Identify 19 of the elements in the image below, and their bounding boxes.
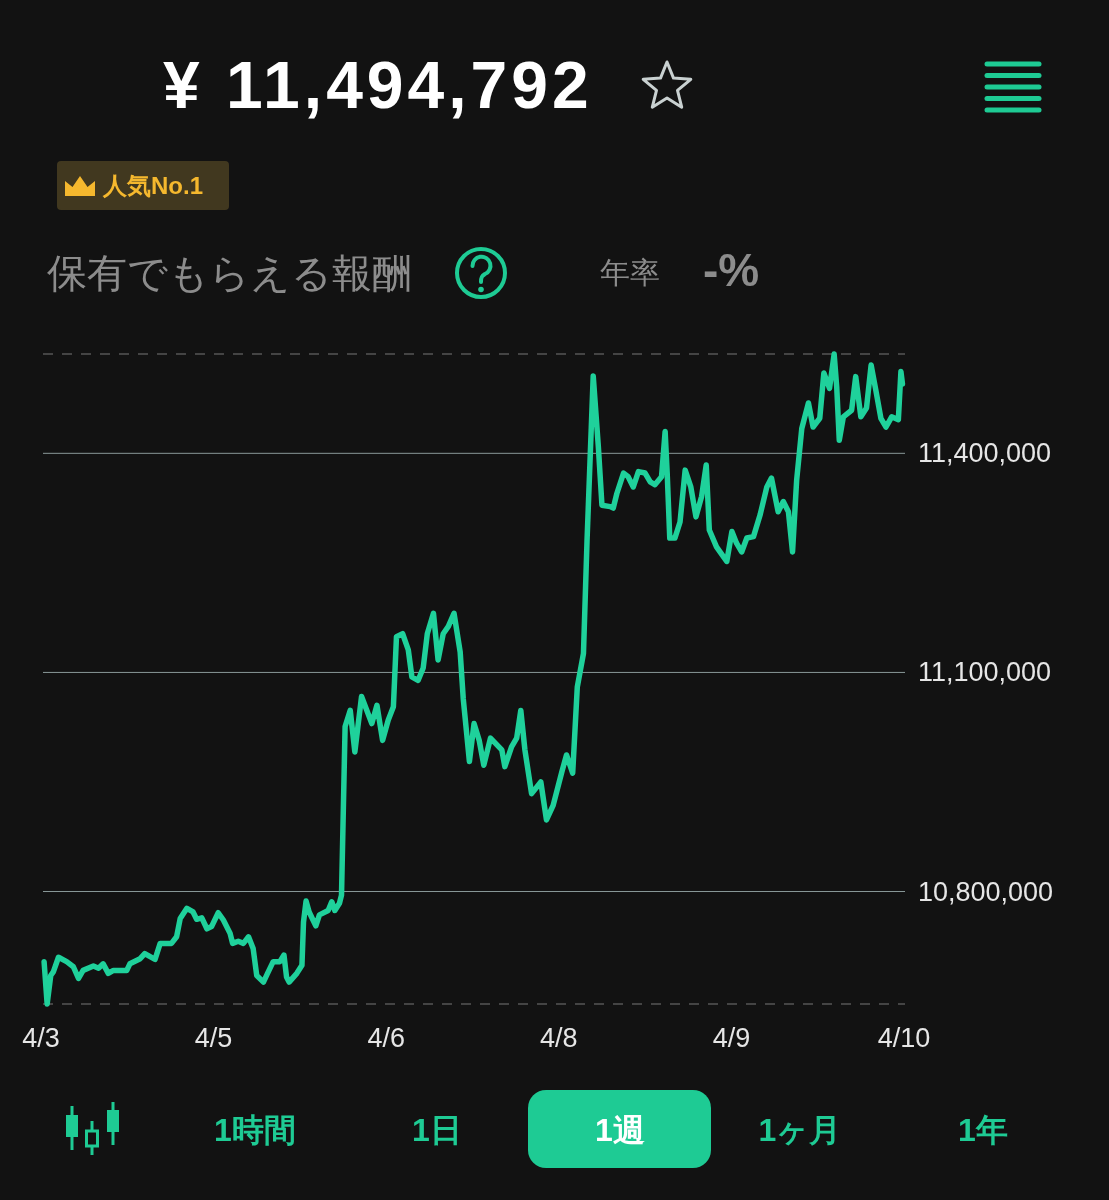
text: 人気No.1 — [102, 172, 204, 199]
chart-title: ¥ 11,494,792 — [163, 48, 593, 122]
x-tick-label: 4/9 — [712, 1023, 751, 1053]
text: 保有でもらえる報酬 — [47, 251, 412, 295]
text: 年率 — [600, 256, 660, 289]
text: -% — [703, 244, 760, 296]
y-tick-label: 11,100,000 — [918, 657, 1052, 688]
x-tick-label: 4/3 — [22, 1023, 60, 1053]
text: 1日 — [412, 1112, 462, 1148]
x-tick-label: 4/8 — [540, 1023, 578, 1053]
y-tick-label: 11,400,000 — [918, 438, 1052, 469]
x-tick-label: 4/10 — [877, 1023, 931, 1053]
x-tick-label: 4/6 — [367, 1023, 405, 1053]
y-tick-label: 10,800,000 — [918, 876, 1054, 907]
text: 1ヶ月 — [758, 1112, 842, 1148]
text: 1時間 — [214, 1112, 296, 1148]
text: 1年 — [958, 1112, 1008, 1148]
text: 1週 — [595, 1112, 645, 1148]
x-tick-label: 4/5 — [194, 1023, 233, 1053]
